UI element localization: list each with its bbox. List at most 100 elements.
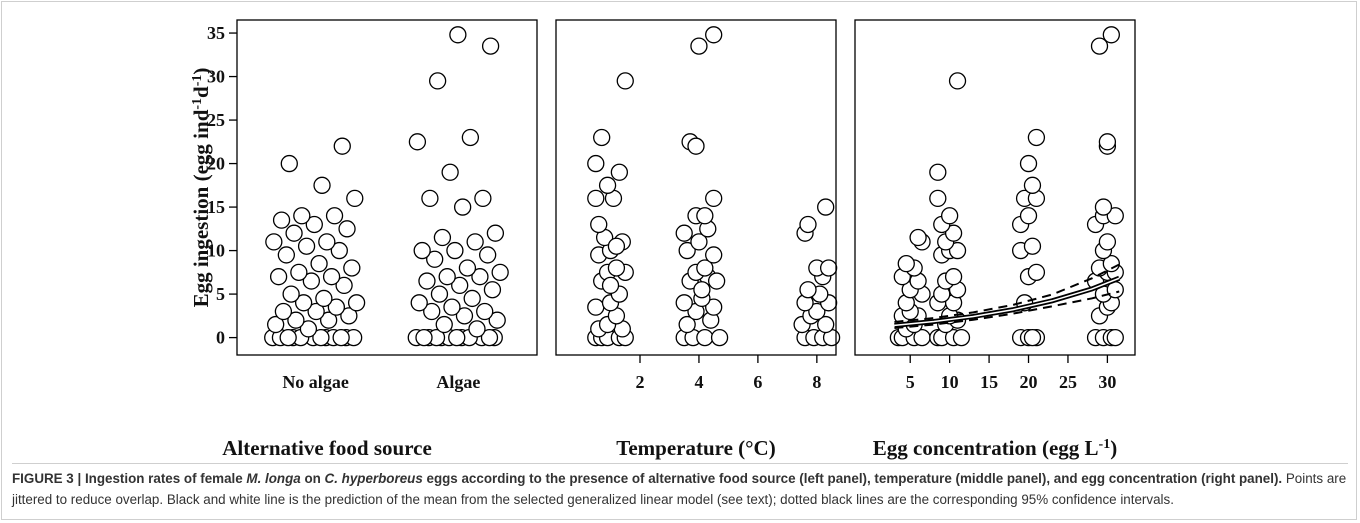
point <box>696 328 714 347</box>
point <box>461 128 480 147</box>
point <box>426 250 444 268</box>
point <box>696 207 714 225</box>
point <box>269 268 288 286</box>
point <box>690 37 708 55</box>
point <box>418 272 436 290</box>
point <box>491 263 509 281</box>
point <box>307 302 325 321</box>
point <box>297 237 316 255</box>
point <box>944 268 963 286</box>
point <box>347 294 366 312</box>
x-axis-label: Egg concentration (egg L-1) <box>873 436 1117 460</box>
caption-segment: eggs according to the presence of altern… <box>422 471 1283 486</box>
point <box>929 163 947 181</box>
point <box>1027 263 1046 281</box>
point <box>282 285 300 303</box>
y-tick-label: 5 <box>216 284 225 304</box>
x-axis-label: Alternative food source <box>222 436 432 460</box>
point <box>1106 328 1124 347</box>
point <box>340 307 358 325</box>
point <box>463 289 481 308</box>
point <box>272 211 291 229</box>
point <box>333 137 351 155</box>
point <box>302 272 321 290</box>
point <box>443 298 461 316</box>
point <box>616 72 634 90</box>
point <box>480 328 499 347</box>
panel-frame <box>555 19 837 356</box>
point <box>305 215 323 234</box>
point <box>322 268 341 286</box>
point <box>707 272 726 290</box>
point <box>293 207 311 225</box>
point <box>607 237 626 255</box>
point <box>294 294 313 312</box>
point <box>408 133 427 151</box>
point <box>817 315 835 334</box>
point <box>415 328 433 347</box>
point <box>598 176 617 194</box>
point <box>705 189 723 208</box>
point <box>1027 128 1046 147</box>
x-axis-label-part: ) <box>1110 436 1117 460</box>
point <box>428 72 447 90</box>
caption: FIGURE 3 | Ingestion rates of female M. … <box>12 463 1348 510</box>
point <box>1019 207 1038 225</box>
caption-segment: M. longa <box>246 471 301 486</box>
point <box>799 281 817 299</box>
y-tick-label: 35 <box>207 23 225 43</box>
point <box>593 128 611 147</box>
point <box>678 241 696 260</box>
point <box>435 315 453 334</box>
y-axis-label: Egg ingestion (egg ind-1d-1) <box>189 68 213 308</box>
point <box>346 189 364 208</box>
point <box>1094 198 1113 216</box>
point <box>940 207 959 225</box>
point <box>466 233 484 251</box>
y-tick-label: 25 <box>207 110 225 130</box>
point <box>290 263 308 281</box>
point <box>488 311 506 329</box>
point <box>285 224 303 242</box>
point <box>448 328 466 347</box>
x-tick-label: Algae <box>436 372 480 392</box>
ci-line <box>894 263 1120 323</box>
x-tick-label: 6 <box>753 372 762 392</box>
point <box>343 259 361 277</box>
x-axis-label-part: Egg concentration (egg L <box>873 436 1099 460</box>
point <box>1019 154 1038 173</box>
point <box>483 281 502 299</box>
point <box>327 298 346 316</box>
point <box>710 328 729 347</box>
point <box>1102 254 1120 273</box>
point <box>587 189 605 208</box>
point <box>438 268 456 286</box>
point <box>690 233 708 251</box>
x-axis-label-part: -1 <box>1099 437 1111 452</box>
point <box>433 228 452 247</box>
x-tick-label: No algae <box>282 372 349 392</box>
y-tick-label: 10 <box>207 241 225 261</box>
caption-segment: on <box>300 471 325 486</box>
point <box>705 246 723 264</box>
y-axis-label-part: Egg ingestion (egg ind <box>189 109 213 307</box>
point <box>1098 233 1117 251</box>
point <box>277 246 295 264</box>
point <box>610 163 629 181</box>
y-axis-label-part: d <box>189 86 213 98</box>
point <box>486 224 505 242</box>
x-tick-label: 4 <box>694 372 703 392</box>
point <box>313 176 331 194</box>
point <box>319 311 338 329</box>
point <box>441 163 459 181</box>
point <box>421 189 439 208</box>
point <box>315 289 333 308</box>
point <box>1023 237 1042 255</box>
point <box>451 276 469 295</box>
point <box>325 207 344 225</box>
point <box>279 328 297 347</box>
point <box>476 302 494 321</box>
point <box>449 26 467 44</box>
point <box>705 298 723 316</box>
